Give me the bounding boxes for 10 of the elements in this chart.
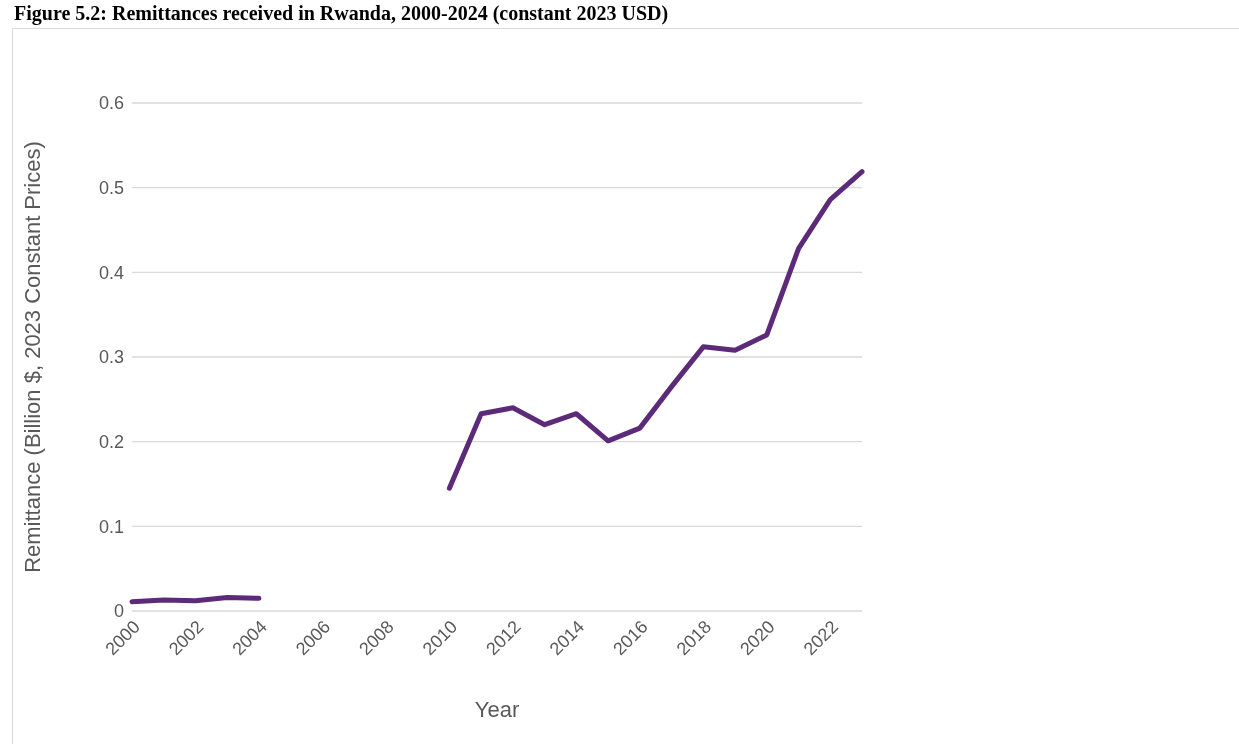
y-tick-label: 0.4 xyxy=(98,262,124,283)
y-tick-label: 0.3 xyxy=(98,347,124,368)
y-tick-label: 0 xyxy=(113,601,124,622)
y-tick-label: 0.5 xyxy=(98,178,124,199)
chart-title: Figure 5.2: Remittances received in Rwanda, 2000-2024 (constant 2023 USD) xyxy=(14,2,669,25)
y-axis-title: Remittance (Billion $, 2023 Constant Prices) xyxy=(19,141,45,573)
y-tick-label: 0.6 xyxy=(98,93,124,114)
x-axis-title: Year xyxy=(474,697,520,722)
y-tick-label: 0.2 xyxy=(98,432,124,453)
y-tick-label: 0.1 xyxy=(98,516,124,537)
